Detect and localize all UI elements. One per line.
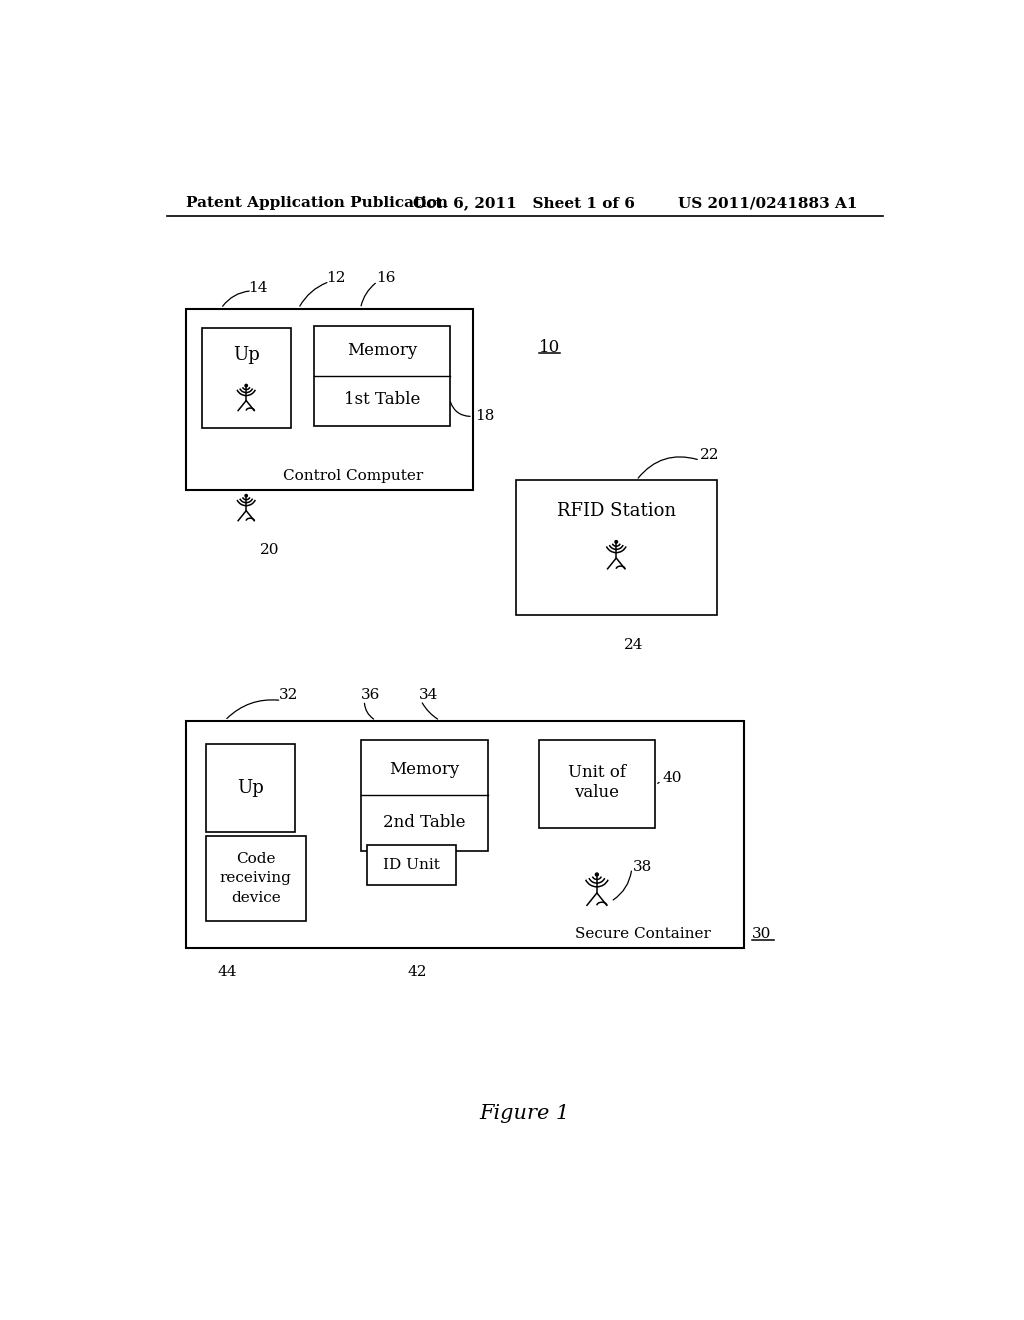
Bar <box>515 480 717 615</box>
Text: Control Computer: Control Computer <box>283 469 423 483</box>
Text: value: value <box>574 784 620 801</box>
Bar <box>202 327 291 428</box>
Bar <box>314 326 450 426</box>
Text: 12: 12 <box>327 271 346 285</box>
Text: device: device <box>231 891 281 904</box>
Text: 30: 30 <box>752 927 771 941</box>
Bar <box>206 836 306 921</box>
Text: 14: 14 <box>248 281 267 294</box>
Bar <box>186 309 473 490</box>
Text: 44: 44 <box>217 965 237 978</box>
Text: 36: 36 <box>360 688 380 702</box>
Text: 34: 34 <box>419 688 438 702</box>
Text: 1st Table: 1st Table <box>344 391 420 408</box>
Bar <box>539 739 655 829</box>
Text: ID Unit: ID Unit <box>383 858 439 873</box>
Bar <box>206 743 295 832</box>
Circle shape <box>615 541 617 543</box>
Text: 32: 32 <box>280 688 299 702</box>
Bar <box>367 845 456 886</box>
Bar <box>186 721 744 948</box>
Text: Secure Container: Secure Container <box>575 927 712 941</box>
Text: Oct. 6, 2011   Sheet 1 of 6: Oct. 6, 2011 Sheet 1 of 6 <box>414 197 635 210</box>
Text: 2nd Table: 2nd Table <box>383 814 466 832</box>
Text: 16: 16 <box>376 271 395 285</box>
Circle shape <box>245 495 248 496</box>
Text: 20: 20 <box>260 544 280 557</box>
Text: 10: 10 <box>539 338 560 355</box>
Text: US 2011/0241883 A1: US 2011/0241883 A1 <box>678 197 858 210</box>
Text: 42: 42 <box>408 965 427 978</box>
Text: RFID Station: RFID Station <box>557 502 676 520</box>
Text: 22: 22 <box>700 447 720 462</box>
Circle shape <box>595 873 598 876</box>
Text: receiving: receiving <box>220 871 292 886</box>
Text: Patent Application Publication: Patent Application Publication <box>186 197 449 210</box>
Text: Up: Up <box>232 346 259 364</box>
Text: Up: Up <box>237 779 263 797</box>
Text: 40: 40 <box>663 771 682 785</box>
Text: Memory: Memory <box>347 342 417 359</box>
Text: 24: 24 <box>624 638 643 652</box>
Text: 18: 18 <box>475 409 495 424</box>
Text: Figure 1: Figure 1 <box>479 1104 570 1123</box>
Text: Code: Code <box>237 853 275 866</box>
Text: 38: 38 <box>633 859 652 874</box>
Circle shape <box>245 384 248 387</box>
Text: Unit of: Unit of <box>568 763 626 780</box>
Bar <box>360 739 488 851</box>
Text: Memory: Memory <box>389 760 460 777</box>
